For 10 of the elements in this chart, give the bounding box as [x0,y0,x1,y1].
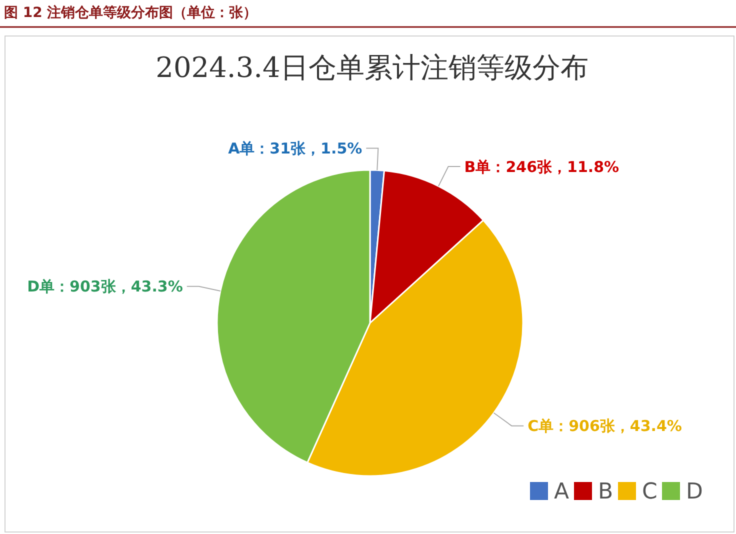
legend-label: C [642,480,658,505]
data-label: B单：246张，11.8% [464,158,620,176]
legend-label: D [686,480,703,505]
legend-label: B [598,480,614,505]
caption: 图 12 注销仓单等级分布图（单位：张） [4,4,258,21]
data-label: D单：903张，43.3% [27,278,183,296]
chart-title: 2024.3.4日仓单累计注销等级分布 [156,51,588,84]
legend-label: A [554,480,570,505]
data-label: C单：906张，43.4% [528,417,682,436]
data-label: A单：31张，1.5% [228,139,362,158]
